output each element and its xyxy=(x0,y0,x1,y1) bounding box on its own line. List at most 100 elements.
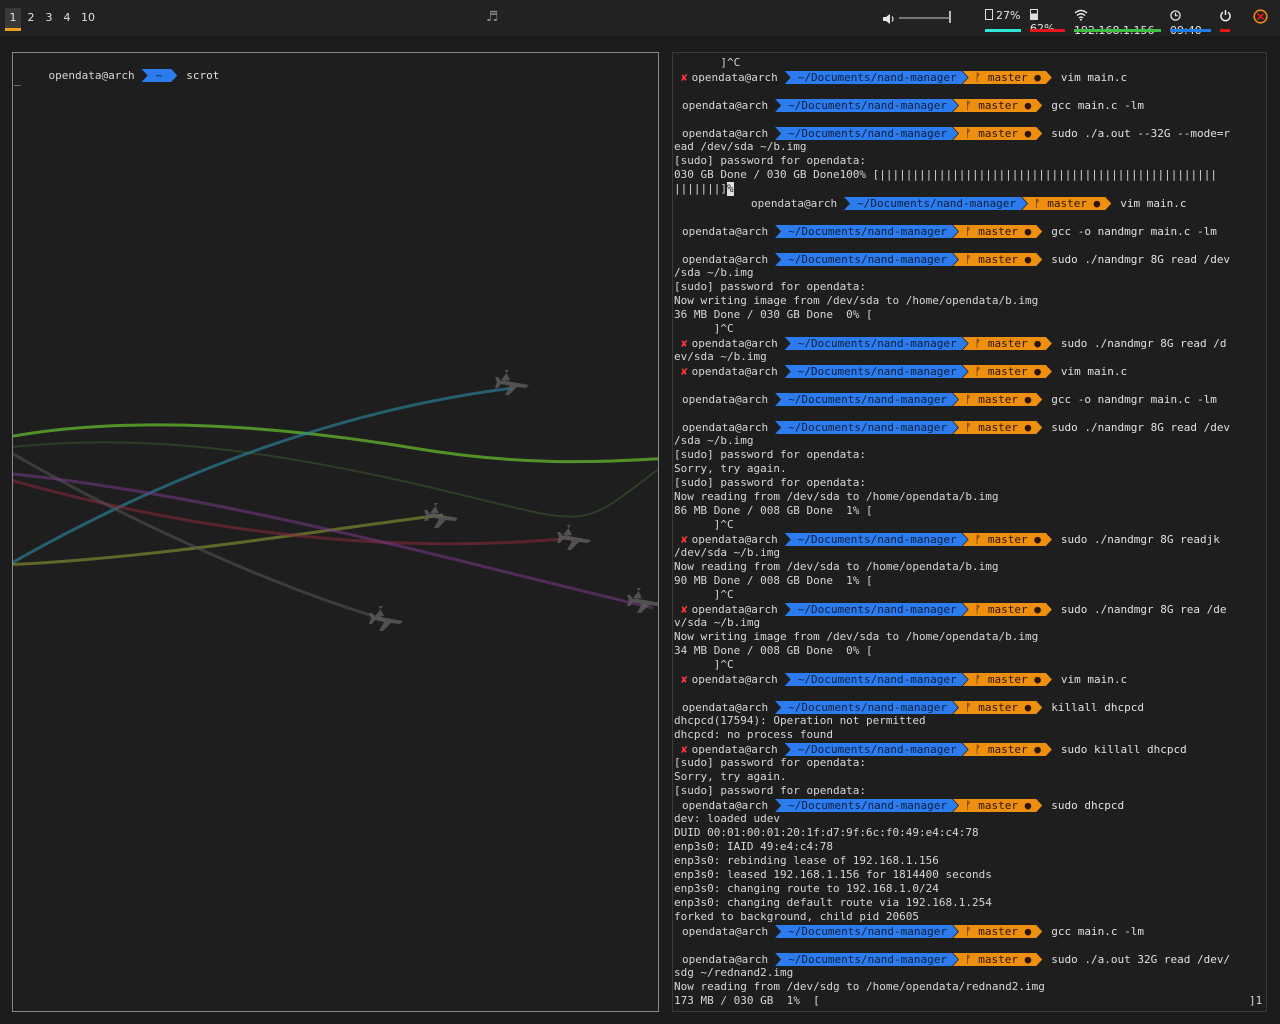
output-text: forked to background, child pid 20605 xyxy=(674,910,920,923)
prompt-command: gcc -o nandmgr main.c -lm xyxy=(1051,225,1217,238)
prompt-command: vim main.c xyxy=(1060,365,1128,378)
prompt-user: opendata@arch xyxy=(691,533,778,546)
output-text: dev: loaded udev xyxy=(674,812,780,825)
prompt-git-branch: ᚠ master ● xyxy=(953,393,1042,406)
terminal-output-line: DUID 00:01:00:01:20:1f:d7:9f:6c:f0:49:e4… xyxy=(674,826,979,840)
power-icon xyxy=(1219,10,1232,25)
prompt-git-branch: ᚠ master ● xyxy=(963,71,1052,84)
output-text: ]^C xyxy=(674,518,734,531)
network-indicator[interactable]: 192.168.1.156 xyxy=(1074,9,1161,37)
error-status-icon: ✘ xyxy=(681,743,688,756)
output-text: Now reading from /dev/sda to /home/opend… xyxy=(674,560,999,573)
text-cursor: % xyxy=(726,182,734,196)
prompt-git-branch: ᚠ master ● xyxy=(963,533,1052,546)
prompt-command: sudo ./a.out 32G read /dev/ xyxy=(1051,953,1231,966)
prompt-command: sudo dhcpcd xyxy=(1051,799,1125,812)
output-text: 173 MB / 030 GB 1% [ xyxy=(674,994,820,1007)
output-text: Now writing image from /dev/sda to /home… xyxy=(674,294,1039,307)
memory-underline xyxy=(985,29,1021,32)
prompt-directory: ~ xyxy=(142,69,178,82)
prompt-command: sudo killall dhcpcd xyxy=(1060,743,1187,756)
terminal-prompt-line: opendata@arch ~/Documents/nand-manager ᚠ m… xyxy=(681,225,1217,238)
prompt-command: sudo ./nandmgr 8G rea /de xyxy=(1060,603,1227,616)
output-text: 36 MB Done / 030 GB Done 0% [ xyxy=(674,308,873,321)
workspace-5[interactable]: 10 xyxy=(81,11,95,24)
prompt-user: opendata@arch xyxy=(682,953,769,966)
output-text: [sudo] password for opendata: xyxy=(674,756,867,769)
output-text: Now writing image from /dev/sda to /home… xyxy=(674,630,1039,643)
prompt-user: opendata@arch xyxy=(682,225,769,238)
terminal-output-line: /sda ~/b.img xyxy=(674,434,753,448)
terminal-output-line: enp3s0: changing default route via 192.1… xyxy=(674,896,992,910)
workspace-4[interactable]: 4 xyxy=(63,11,71,24)
output-text: enp3s0: changing default route via 192.1… xyxy=(674,896,992,909)
output-text: [sudo] password for opendata: xyxy=(674,280,867,293)
left-terminal-window[interactable]: opendata@arch ~ scrot _ xyxy=(12,52,659,1012)
output-text: ]^C xyxy=(674,588,734,601)
error-status-icon: ✘ xyxy=(681,673,688,686)
clock[interactable]: 09:40 xyxy=(1170,9,1211,37)
prompt-git-branch: ᚠ master ● xyxy=(953,701,1042,714)
output-text: ead /dev/sda ~/b.img xyxy=(674,140,807,153)
prompt-user: opendata@arch xyxy=(682,799,769,812)
terminal-output-line: 36 MB Done / 030 GB Done 0% [ xyxy=(674,308,873,322)
prompt-directory: ~/Documents/nand-manager xyxy=(775,99,958,112)
volume-slider[interactable] xyxy=(899,17,951,19)
workspace-1[interactable]: 1 xyxy=(5,8,21,31)
music-note-icon[interactable]: ♬ xyxy=(486,9,499,25)
battery-indicator[interactable]: 62% xyxy=(1030,9,1065,35)
terminal-prompt-line: opendata@arch ~/Documents/nand-manager ᚠ m… xyxy=(681,253,1230,266)
prompt-command: vim main.c xyxy=(1060,673,1128,686)
output-text: enp3s0: leased 192.168.1.156 for 1814400… xyxy=(674,868,992,881)
volume-slider-handle[interactable] xyxy=(949,11,951,23)
terminal-prompt-line: ✘ opendata@arch ~/Documents/nand-manager ᚠ … xyxy=(681,743,1187,756)
terminal-output-line: enp3s0: IAID 49:e4:c4:78 xyxy=(674,840,833,854)
prompt-git-branch: ᚠ master ● xyxy=(953,99,1042,112)
terminal-output-line: /sda ~/b.img xyxy=(674,266,753,280)
terminal-output-line: forked to background, child pid 20605 xyxy=(674,910,919,924)
terminal-output-line: dhcpcd: no process found xyxy=(674,728,833,742)
output-text: Sorry, try again. xyxy=(674,462,787,475)
prompt-directory: ~/Documents/nand-manager xyxy=(775,393,958,406)
prompt-command: vim main.c xyxy=(1060,71,1128,84)
terminal-output-line: [sudo] password for opendata: xyxy=(674,280,866,294)
terminal-output-line: dev: loaded udev xyxy=(674,812,780,826)
output-text: 90 MB Done / 008 GB Done 1% [ xyxy=(674,574,873,587)
workspace-3[interactable]: 3 xyxy=(45,11,53,24)
memory-icon xyxy=(985,9,993,20)
terminal-output-line: 34 MB Done / 008 GB Done 0% [ xyxy=(674,644,873,658)
prompt-directory: ~/Documents/nand-manager xyxy=(785,603,968,616)
output-text: ev/sda ~/b.img xyxy=(674,350,767,363)
terminal-output-line: 90 MB Done / 008 GB Done 1% [ xyxy=(674,574,873,588)
power-underline xyxy=(1220,29,1230,32)
memory-indicator[interactable]: 27% xyxy=(985,9,1021,32)
prompt-directory: ~/Documents/nand-manager xyxy=(775,225,958,238)
terminal-output-line: ]^C xyxy=(674,588,734,602)
terminal-output-line: 86 MB Done / 008 GB Done 1% [ xyxy=(674,504,873,518)
speaker-icon[interactable] xyxy=(882,11,896,30)
terminal-output-line: 173 MB / 030 GB 1% [ ]1 xyxy=(674,994,1262,1008)
error-status-icon: ✘ xyxy=(681,603,688,616)
tmux-status-indicator: ]1 xyxy=(1249,994,1263,1007)
prompt-user: opendata@arch xyxy=(751,197,838,210)
prompt-git-branch: ᚠ master ● xyxy=(953,421,1042,434)
prompt-git-branch: ᚠ master ● xyxy=(963,365,1052,378)
close-icon[interactable] xyxy=(1253,9,1268,28)
prompt-user: opendata@arch xyxy=(682,127,769,140)
output-text: Now reading from /dev/sda to /home/opend… xyxy=(674,490,999,503)
prompt-directory: ~/Documents/nand-manager xyxy=(785,673,968,686)
terminal-output-line: Sorry, try again. xyxy=(674,462,787,476)
power-button[interactable] xyxy=(1219,9,1233,32)
prompt-git-branch: ᚠ master ● xyxy=(953,253,1042,266)
terminal-output-line: Now reading from /dev/sdg to /home/opend… xyxy=(674,980,1045,994)
prompt-user: opendata@arch xyxy=(691,365,778,378)
error-status-icon: ✘ xyxy=(681,365,688,378)
prompt-user: opendata@arch xyxy=(48,69,135,82)
workspace-2[interactable]: 2 xyxy=(27,11,35,24)
error-status-icon: ✘ xyxy=(681,533,688,546)
terminal-output-line: v/sda ~/b.img xyxy=(674,616,760,630)
right-terminal-window[interactable]: ]^C ✘ opendata@arch ~/Documents/nand-manage… xyxy=(672,52,1267,1012)
output-text: /sda ~/b.img xyxy=(674,434,754,447)
terminal-prompt-line: ✘ opendata@arch ~/Documents/nand-manager ᚠ … xyxy=(681,365,1127,378)
prompt-command: gcc main.c -lm xyxy=(1051,925,1144,938)
